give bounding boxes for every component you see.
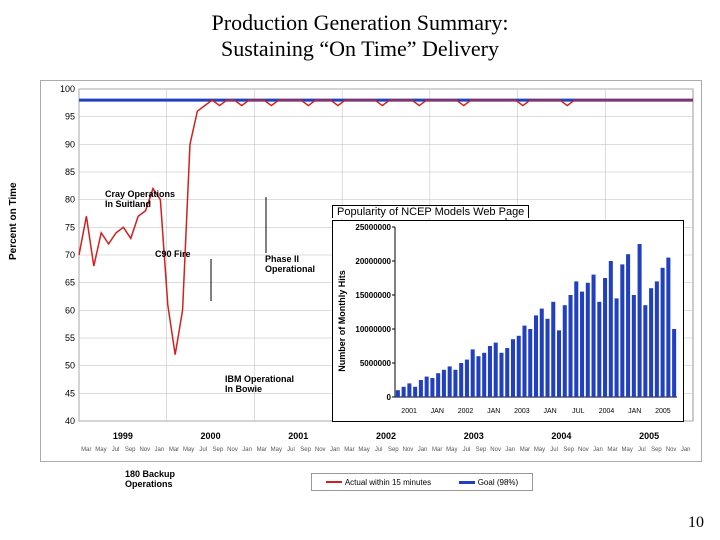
svg-text:Jul: Jul [199, 447, 207, 453]
svg-text:Nov: Nov [490, 447, 501, 453]
svg-text:Mar: Mar [432, 447, 442, 453]
svg-text:May: May [95, 447, 106, 453]
svg-text:JAN: JAN [487, 408, 500, 415]
title-line-1: Production Generation Summary: [0, 10, 720, 36]
svg-text:Jan: Jan [681, 447, 691, 453]
svg-text:Jul: Jul [463, 447, 471, 453]
svg-text:2004: 2004 [551, 431, 571, 441]
svg-text:Jan: Jan [593, 447, 603, 453]
annotation: IBM OperationalIn Bowie [225, 375, 294, 395]
annotation: Phase IIOperational [265, 255, 315, 275]
annotation: C90 Fire [155, 250, 191, 260]
svg-text:2001: 2001 [401, 408, 417, 415]
svg-text:5000000: 5000000 [360, 359, 392, 368]
svg-text:Jan: Jan [155, 447, 165, 453]
svg-text:100: 100 [60, 84, 75, 94]
svg-text:Sep: Sep [476, 447, 487, 453]
svg-text:Number of Monthly Hits: Number of Monthly Hits [337, 270, 347, 372]
svg-text:JAN: JAN [543, 408, 556, 415]
svg-text:2002: 2002 [458, 408, 474, 415]
legend-item-0: Actual within 15 minutes [345, 478, 431, 487]
svg-text:Mar: Mar [520, 447, 530, 453]
title-line-2: Sustaining “On Time” Delivery [0, 36, 720, 62]
svg-text:May: May [446, 447, 457, 453]
svg-text:Jan: Jan [242, 447, 252, 453]
svg-text:May: May [183, 447, 194, 453]
svg-text:Jul: Jul [638, 447, 646, 453]
svg-text:2003: 2003 [464, 431, 484, 441]
svg-text:2005: 2005 [655, 408, 671, 415]
svg-text:Mar: Mar [169, 447, 179, 453]
svg-text:Jan: Jan [505, 447, 515, 453]
legend: Actual within 15 minutes Goal (98%) [311, 473, 533, 491]
svg-text:May: May [358, 447, 369, 453]
svg-text:Jan: Jan [418, 447, 428, 453]
svg-text:Nov: Nov [315, 447, 326, 453]
svg-text:1999: 1999 [113, 431, 133, 441]
svg-text:50: 50 [65, 361, 75, 371]
svg-text:Jul: Jul [112, 447, 120, 453]
svg-text:Mar: Mar [257, 447, 267, 453]
svg-text:2005: 2005 [639, 431, 659, 441]
main-y-axis-title: Percent on Time [8, 182, 19, 260]
svg-text:Sep: Sep [125, 447, 136, 453]
svg-text:10000000: 10000000 [355, 325, 391, 334]
annotation: Cray OperationsIn Suitland [105, 190, 175, 210]
svg-text:60: 60 [65, 305, 75, 315]
svg-text:Jan: Jan [330, 447, 340, 453]
svg-text:Jul: Jul [375, 447, 383, 453]
svg-text:May: May [622, 447, 633, 453]
svg-text:JAN: JAN [628, 408, 641, 415]
svg-text:45: 45 [65, 388, 75, 398]
svg-text:Nov: Nov [578, 447, 589, 453]
slide-title: Production Generation Summary: Sustainin… [0, 0, 720, 62]
svg-text:May: May [534, 447, 545, 453]
svg-text:JAN: JAN [431, 408, 444, 415]
svg-text:2003: 2003 [514, 408, 530, 415]
svg-text:Sep: Sep [563, 447, 574, 453]
svg-text:40: 40 [65, 416, 75, 426]
svg-text:Nov: Nov [403, 447, 414, 453]
svg-text:Mar: Mar [344, 447, 354, 453]
svg-text:25000000: 25000000 [355, 223, 391, 232]
svg-text:Nov: Nov [227, 447, 238, 453]
svg-text:Mar: Mar [81, 447, 91, 453]
inset-chart: Number of Monthly Hits 0 5000000 10000000 15… [332, 220, 684, 422]
svg-text:15000000: 15000000 [355, 291, 391, 300]
svg-text:2004: 2004 [599, 408, 615, 415]
annotation: 180 BackupOperations [125, 470, 175, 490]
svg-text:20000000: 20000000 [355, 257, 391, 266]
svg-text:90: 90 [65, 139, 75, 149]
svg-text:85: 85 [65, 167, 75, 177]
svg-text:Sep: Sep [388, 447, 399, 453]
legend-item-1: Goal (98%) [478, 478, 518, 487]
svg-text:May: May [271, 447, 282, 453]
svg-text:Sep: Sep [651, 447, 662, 453]
svg-text:2001: 2001 [288, 431, 308, 441]
svg-text:Jul: Jul [287, 447, 295, 453]
svg-text:75: 75 [65, 222, 75, 232]
inset-chart-svg: Number of Monthly Hits 0 5000000 10000000 15… [333, 221, 683, 421]
svg-text:Sep: Sep [213, 447, 224, 453]
inset-title: Popularity of NCEP Models Web Page [332, 205, 529, 218]
svg-text:55: 55 [65, 333, 75, 343]
svg-text:2000: 2000 [201, 431, 221, 441]
svg-text:JUL: JUL [572, 408, 585, 415]
svg-text:Jul: Jul [550, 447, 558, 453]
svg-text:Mar: Mar [607, 447, 617, 453]
svg-text:Nov: Nov [666, 447, 677, 453]
svg-text:95: 95 [65, 112, 75, 122]
svg-text:0: 0 [387, 393, 392, 402]
svg-text:2002: 2002 [376, 431, 396, 441]
svg-text:80: 80 [65, 195, 75, 205]
svg-text:Nov: Nov [139, 447, 150, 453]
svg-text:65: 65 [65, 278, 75, 288]
svg-text:Sep: Sep [300, 447, 311, 453]
svg-text:70: 70 [65, 250, 75, 260]
slide-number: 10 [688, 514, 704, 532]
